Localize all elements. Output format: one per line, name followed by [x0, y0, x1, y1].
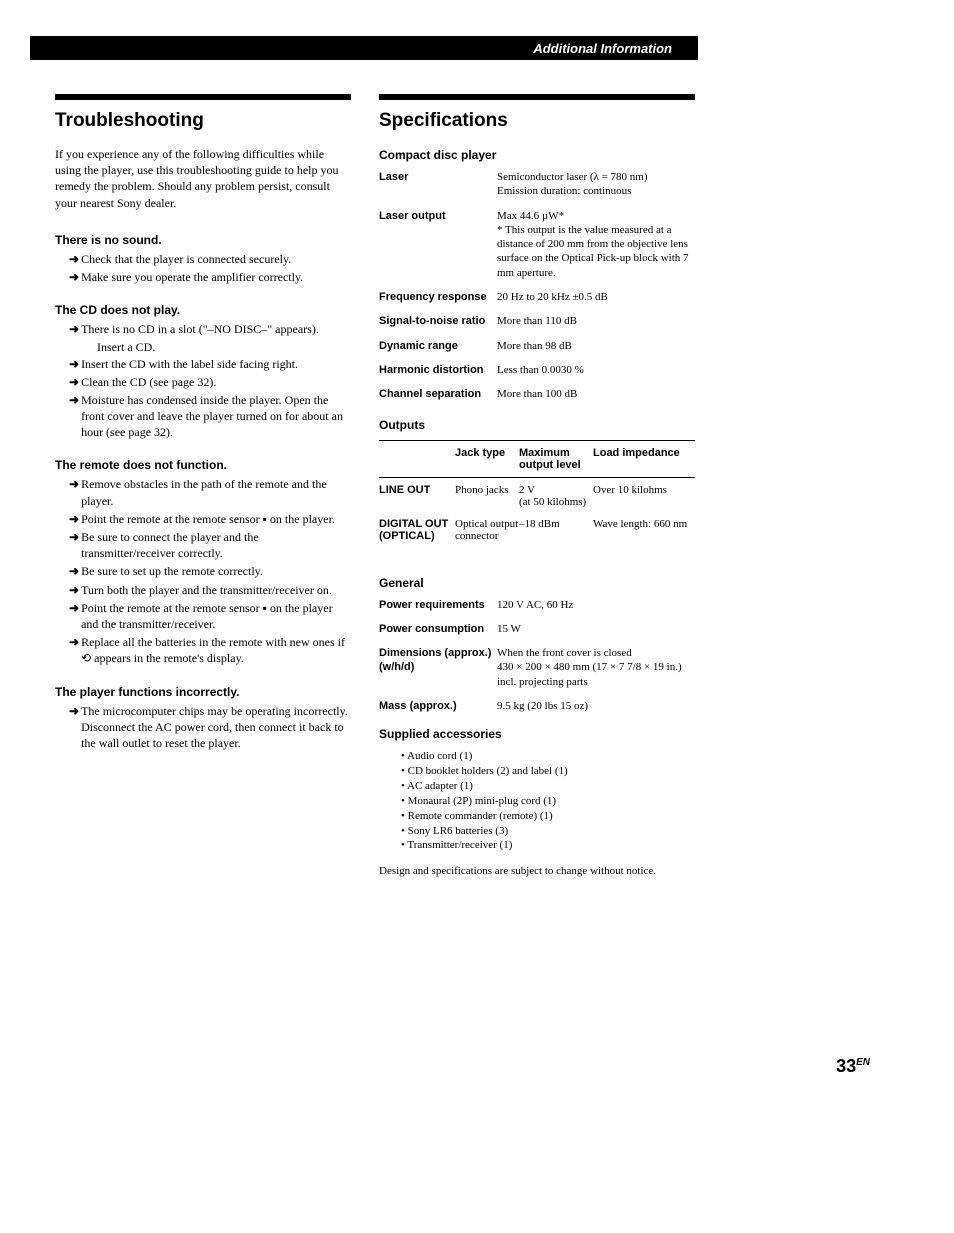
spec-value: More than 110 dB — [497, 314, 695, 328]
spec-label: Power requirements — [379, 598, 497, 612]
issue-title: The player functions incorrectly. — [55, 685, 351, 699]
spec-label: Harmonic distortion — [379, 363, 497, 377]
accessory-item: CD booklet holders (2) and label (1) — [401, 764, 695, 779]
spec-value: 9.5 kg (20 lbs 15 oz) — [497, 699, 695, 713]
spec-value: When the front cover is closed 430 × 200… — [497, 646, 695, 689]
spec-value: 15 W — [497, 622, 695, 636]
spec-value: 20 Hz to 20 kHz ±0.5 dB — [497, 290, 695, 304]
outputs-cell: DIGITAL OUT (OPTICAL) — [379, 518, 455, 542]
outputs-cell: –18 dBm — [519, 518, 593, 542]
accessory-item: Audio cord (1) — [401, 749, 695, 764]
outputs-cell: Phono jacks — [455, 484, 519, 508]
bullet-item: ➜There is no CD in a slot ("–NO DISC–" a… — [83, 321, 351, 337]
page-number-suffix: EN — [856, 1057, 870, 1068]
cdp-group-title: Compact disc player — [379, 148, 695, 162]
troubleshooting-heading: Troubleshooting — [55, 94, 351, 132]
spec-row: Channel separationMore than 100 dB — [379, 387, 695, 401]
spec-label: Frequency response — [379, 290, 497, 304]
spec-row: Power requirements120 V AC, 60 Hz — [379, 598, 695, 612]
spec-row: Dimensions (approx.) (w/h/d)When the fro… — [379, 646, 695, 689]
accessory-item: Transmitter/receiver (1) — [401, 838, 695, 853]
specifications-heading: Specifications — [379, 94, 695, 132]
general-title: General — [379, 576, 695, 590]
spec-row: LaserSemiconductor laser (λ = 780 nm) Em… — [379, 170, 695, 199]
spec-value: Less than 0.0030 % — [497, 363, 695, 377]
bullet-item: ➜Moisture has condensed inside the playe… — [83, 392, 351, 441]
outputs-cell: 2 V (at 50 kilohms) — [519, 484, 593, 508]
outputs-title: Outputs — [379, 418, 695, 432]
troubleshooting-column: Troubleshooting If you experience any of… — [55, 94, 351, 877]
bullet-item: ➜Insert the CD with the label side facin… — [83, 356, 351, 372]
spec-row: Power consumption15 W — [379, 622, 695, 636]
bullet-item: ➜Clean the CD (see page 32). — [83, 374, 351, 390]
issue-title: There is no sound. — [55, 233, 351, 247]
spec-value: Max 44.6 µW* * This output is the value … — [497, 209, 695, 280]
spec-label: Signal-to-noise ratio — [379, 314, 497, 328]
page-content: Troubleshooting If you experience any of… — [55, 94, 695, 877]
accessory-item: Remote commander (remote) (1) — [401, 809, 695, 824]
bullet-item: ➜Check that the player is connected secu… — [83, 251, 351, 267]
bullet-item: ➜The microcomputer chips may be operatin… — [83, 703, 351, 752]
bullet-item: ➜Turn both the player and the transmitte… — [83, 582, 351, 598]
outputs-head-1: Jack type — [455, 447, 519, 471]
outputs-table-head: Jack type Maximum output level Load impe… — [379, 447, 695, 478]
spec-row: Dynamic rangeMore than 98 dB — [379, 339, 695, 353]
bullet-item: ➜Remove obstacles in the path of the rem… — [83, 476, 351, 508]
change-notice: Design and specifications are subject to… — [379, 865, 695, 877]
spec-label: Dynamic range — [379, 339, 497, 353]
spec-label: Dimensions (approx.) (w/h/d) — [379, 646, 497, 689]
spec-value: 120 V AC, 60 Hz — [497, 598, 695, 612]
outputs-cell: Wave length: 660 nm — [593, 518, 695, 542]
spec-value: More than 98 dB — [497, 339, 695, 353]
issue-title: The remote does not function. — [55, 458, 351, 472]
bullet-subline: Insert a CD. — [97, 339, 351, 355]
header-title: Additional Information — [533, 41, 672, 56]
spec-label: Mass (approx.) — [379, 699, 497, 713]
spec-value: Semiconductor laser (λ = 780 nm) Emissio… — [497, 170, 695, 199]
bullet-item: ➜Point the remote at the remote sensor ▪… — [83, 511, 351, 527]
accessory-item: Sony LR6 batteries (3) — [401, 824, 695, 839]
spec-label: Power consumption — [379, 622, 497, 636]
spec-row: Laser outputMax 44.6 µW* * This output i… — [379, 209, 695, 280]
spec-value: More than 100 dB — [497, 387, 695, 401]
page-number: 33EN — [836, 1056, 870, 1077]
specifications-column: Specifications Compact disc player Laser… — [379, 94, 695, 877]
spec-label: Laser — [379, 170, 497, 199]
bullet-item: ➜Replace all the batteries in the remote… — [83, 634, 351, 666]
spec-row: Signal-to-noise ratioMore than 110 dB — [379, 314, 695, 328]
spec-row: Harmonic distortionLess than 0.0030 % — [379, 363, 695, 377]
accessory-item: AC adapter (1) — [401, 779, 695, 794]
header-bar: Additional Information — [30, 36, 698, 60]
spec-label: Channel separation — [379, 387, 497, 401]
spec-row: Mass (approx.)9.5 kg (20 lbs 15 oz) — [379, 699, 695, 713]
outputs-cell: Over 10 kilohms — [593, 484, 695, 508]
spec-row: Frequency response20 Hz to 20 kHz ±0.5 d… — [379, 290, 695, 304]
outputs-table: Jack type Maximum output level Load impe… — [379, 447, 695, 548]
troubleshooting-intro: If you experience any of the following d… — [55, 146, 351, 211]
outputs-cell: LINE OUT — [379, 484, 455, 508]
bullet-item: ➜Be sure to set up the remote correctly. — [83, 563, 351, 579]
outputs-head-3: Load impedance — [593, 447, 695, 471]
accessories-list: Audio cord (1)CD booklet holders (2) and… — [401, 749, 695, 853]
outputs-row: DIGITAL OUT (OPTICAL)Optical output conn… — [379, 518, 695, 548]
outputs-row: LINE OUTPhono jacks2 V (at 50 kilohms)Ov… — [379, 484, 695, 514]
issue-title: The CD does not play. — [55, 303, 351, 317]
accessory-item: Monaural (2P) mini-plug cord (1) — [401, 794, 695, 809]
accessories-title: Supplied accessories — [379, 727, 695, 741]
bullet-item: ➜Make sure you operate the amplifier cor… — [83, 269, 351, 285]
page-number-value: 33 — [836, 1056, 856, 1076]
outputs-head-0 — [379, 447, 455, 471]
bullet-item: ➜Point the remote at the remote sensor ▪… — [83, 600, 351, 632]
outputs-head-2: Maximum output level — [519, 447, 593, 471]
outputs-cell: Optical output connector — [455, 518, 519, 542]
spec-label: Laser output — [379, 209, 497, 280]
bullet-item: ➜Be sure to connect the player and the t… — [83, 529, 351, 561]
